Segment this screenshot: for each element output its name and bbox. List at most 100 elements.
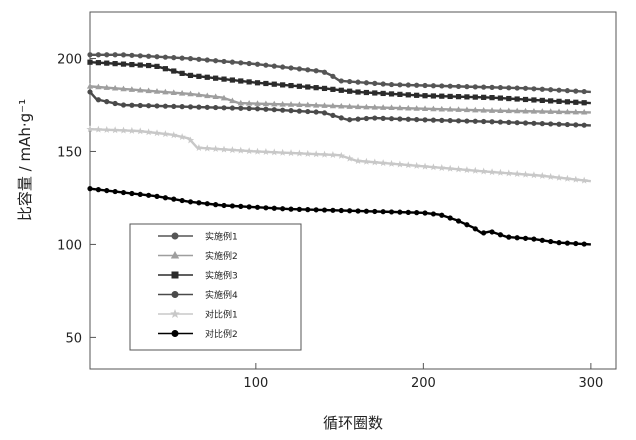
data-point: [363, 103, 370, 110]
data-point: [321, 102, 328, 108]
data-point: [187, 90, 194, 97]
data-point: [288, 65, 294, 71]
data-point: [288, 206, 294, 212]
data-point: [237, 146, 245, 154]
data-point: [312, 150, 320, 158]
data-point: [530, 171, 538, 179]
data-point: [514, 96, 520, 102]
data-point: [221, 202, 227, 209]
data-point: [489, 229, 495, 235]
data-point: [405, 116, 411, 122]
data-point: [380, 90, 386, 97]
data-point: [229, 203, 235, 209]
data-point: [572, 175, 580, 183]
data-point: [506, 85, 512, 91]
data-point: [581, 122, 587, 128]
data-point: [280, 64, 286, 70]
data-point: [573, 99, 579, 105]
data-point: [514, 85, 520, 91]
data-point: [363, 89, 370, 96]
data-point: [413, 161, 421, 169]
data-point: [354, 157, 362, 164]
data-point: [270, 148, 278, 156]
data-point: [505, 169, 513, 177]
data-point: [429, 163, 438, 171]
data-point: [154, 63, 160, 69]
data-point: [146, 103, 152, 109]
data-point: [514, 107, 521, 114]
series-3: [87, 59, 591, 106]
data-point: [347, 88, 353, 94]
data-point: [296, 206, 302, 212]
data-point: [263, 205, 269, 211]
data-point: [556, 98, 562, 104]
data-point: [531, 97, 537, 103]
data-point: [330, 207, 336, 213]
data-point: [371, 158, 379, 166]
data-point: [506, 234, 512, 240]
data-point: [304, 149, 312, 157]
data-point: [111, 84, 119, 91]
data-point: [304, 101, 311, 108]
data-point: [513, 170, 521, 177]
data-point: [196, 200, 202, 206]
data-point: [338, 78, 344, 84]
data-point: [187, 104, 194, 110]
data-point: [262, 148, 270, 156]
data-point: [397, 82, 403, 88]
data-point: [187, 72, 194, 79]
data-point: [422, 210, 428, 216]
legend-marker: [171, 329, 179, 337]
data-point: [388, 81, 395, 88]
data-point: [271, 100, 278, 107]
legend-label: 实施例3: [205, 270, 238, 282]
data-point: [539, 97, 545, 104]
data-point: [506, 119, 512, 125]
data-point: [213, 104, 219, 111]
data-point: [531, 120, 537, 126]
data-point: [229, 97, 236, 104]
data-point: [287, 101, 295, 107]
data-point: [363, 208, 370, 214]
data-point: [120, 85, 127, 92]
data-point: [170, 89, 177, 95]
data-point: [573, 88, 579, 94]
legend-marker: [171, 271, 179, 279]
data-point: [563, 174, 572, 182]
data-point: [129, 61, 135, 68]
data-point: [338, 102, 345, 109]
data-point: [421, 105, 429, 111]
data-point: [321, 85, 328, 92]
data-point: [171, 68, 177, 74]
data-point: [246, 105, 252, 112]
data-point: [581, 241, 587, 247]
data-point: [337, 151, 345, 159]
data-point: [521, 170, 530, 178]
y-tick-label: 150: [57, 145, 82, 160]
data-point: [154, 193, 160, 199]
data-point: [305, 108, 311, 115]
data-point: [438, 164, 446, 171]
data-point: [229, 59, 235, 65]
data-point: [220, 94, 228, 101]
data-point: [321, 110, 328, 116]
data-point: [136, 127, 144, 135]
data-point: [330, 86, 336, 92]
data-point: [380, 115, 386, 121]
data-point: [245, 100, 253, 106]
x-tick-label: 100: [243, 376, 268, 391]
data-point: [489, 119, 495, 125]
data-point: [481, 94, 487, 100]
data-point: [581, 100, 587, 106]
data-point: [162, 66, 168, 72]
data-point: [388, 91, 395, 97]
data-point: [372, 208, 378, 215]
y-axis-title: 比容量 / mAh·g⁻¹: [16, 99, 34, 221]
data-point: [447, 83, 453, 89]
data-point: [354, 103, 362, 110]
data-point: [538, 171, 546, 179]
data-point: [481, 84, 487, 90]
data-point: [463, 106, 471, 113]
data-point: [262, 100, 270, 107]
